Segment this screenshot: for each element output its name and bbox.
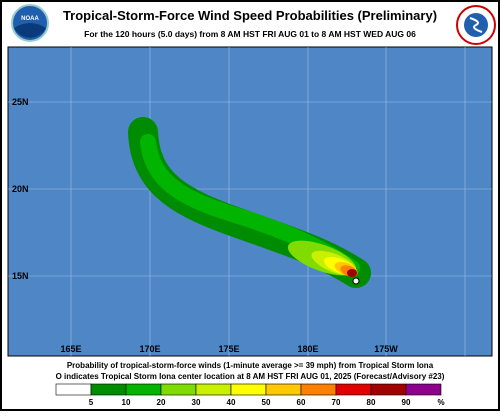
footer-line: O indicates Tropical Storm Iona center l… [56,372,445,381]
ocean [7,46,493,357]
legend-label: 20 [157,398,166,407]
probability-swath [128,117,371,288]
legend-swatch [335,383,372,396]
legend-swatch [300,383,337,396]
legend-swatch [55,383,92,396]
lat-label: 20N [12,184,29,194]
legend-swatch [90,383,127,396]
legend-label: % [437,398,444,407]
legend-label: 50 [262,398,271,407]
legend-swatch [370,383,407,396]
lat-label: 15N [12,271,29,281]
legend-label: 90 [402,398,411,407]
lon-label: 175W [374,344,398,354]
legend-swatch [405,383,442,396]
legend-label: 30 [192,398,201,407]
graticule [8,47,492,356]
footer-line: Probability of tropical-storm-force wind… [67,361,434,370]
logo-text: NOAA [21,16,39,22]
lon-label: 180E [297,344,318,354]
legend-swatch [195,383,232,396]
legend-label: 40 [227,398,236,407]
title: Tropical-Storm-Force Wind Speed Probabil… [63,8,437,23]
legend-swatch [265,383,302,396]
legend-label: 5 [89,398,94,407]
lon-label: 175E [218,344,239,354]
nws-logo [456,5,496,45]
legend-label: 70 [332,398,341,407]
legend-label: 80 [367,398,376,407]
legend: 5 10 20 30 40 50 60 70 80 90% [55,383,445,407]
legend-label: 60 [297,398,306,407]
legend-label: 10 [122,398,131,407]
lon-label: 165E [60,344,81,354]
legend-swatch [160,383,197,396]
legend-swatch [230,383,267,396]
lat-label: 25N [12,97,29,107]
legend-swatch [125,383,162,396]
subtitle: For the 120 hours (5.0 days) from 8 AM H… [84,29,416,39]
lon-label: 170E [139,344,160,354]
noaa-logo: NOAA [11,4,49,42]
